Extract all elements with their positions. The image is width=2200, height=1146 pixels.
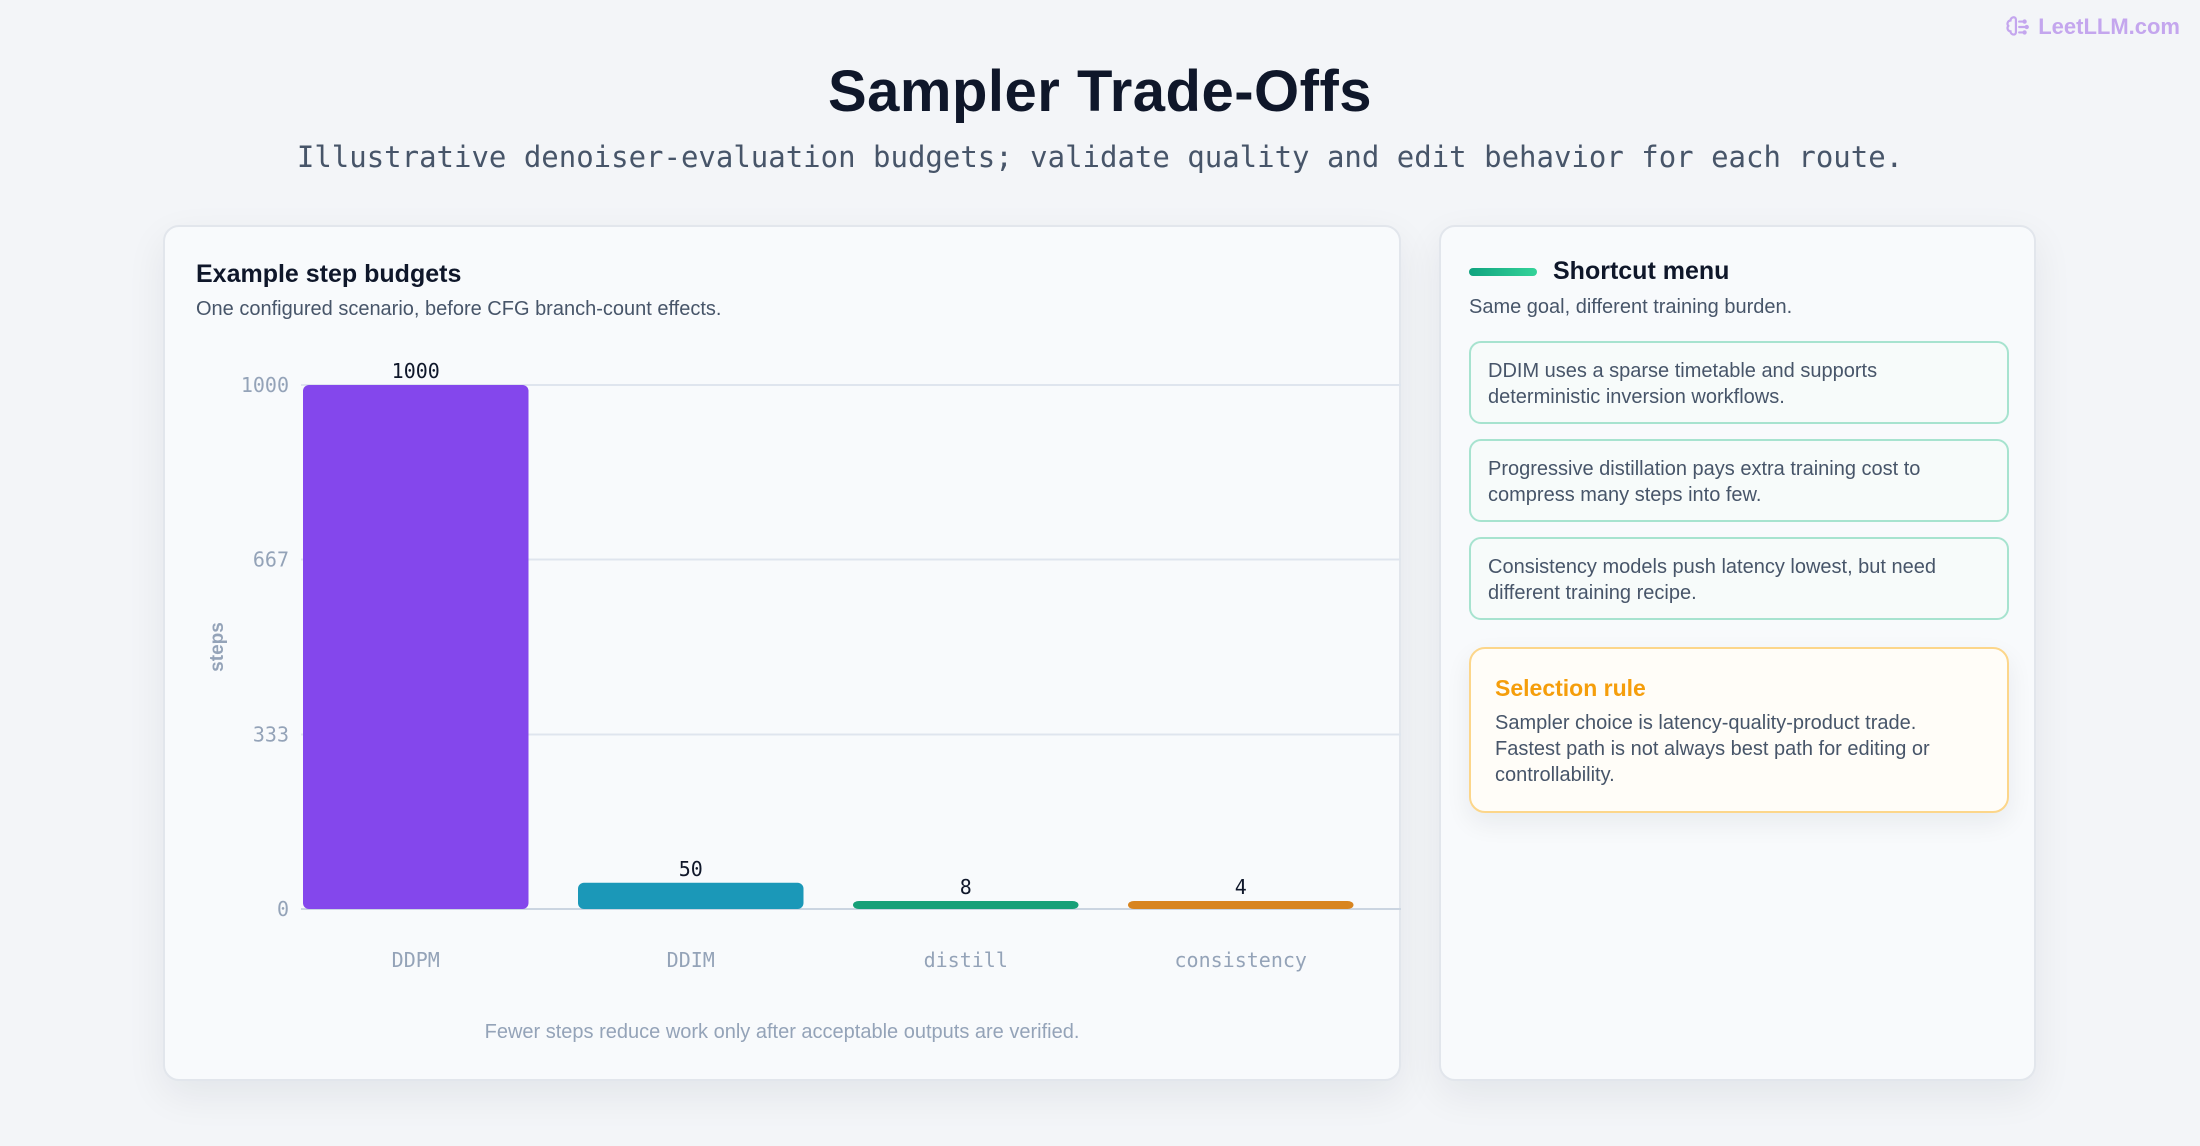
- bar-ddpm: [303, 385, 529, 909]
- y-tick-label: 667: [253, 547, 289, 571]
- shortcut-item-distillation: Progressive distillation pays extra trai…: [1469, 439, 2009, 522]
- chart-card: Example step budgets One configured scen…: [163, 225, 1401, 1081]
- shortcut-menu-header: Shortcut menu: [1469, 257, 1729, 286]
- x-tick-label: DDPM: [392, 948, 440, 972]
- x-tick-label: distill: [924, 948, 1008, 972]
- chart-footnote: Fewer steps reduce work only after accep…: [484, 1021, 1080, 1043]
- selection-rule-title: Selection rule: [1495, 675, 1646, 701]
- brand-text: LeetLLM.com: [2038, 14, 2180, 39]
- bar-ddim: [578, 882, 804, 909]
- selection-rule-body: Sampler choice is latency-quality-produc…: [1495, 712, 1930, 786]
- brand-logo[interactable]: LeetLLM.com: [2004, 14, 2180, 40]
- shortcut-menu-title: Shortcut menu: [1553, 257, 1730, 285]
- bar-chart: 0 333 667 1000 steps 1000 DDPM 50 DDIM 8 distill 4 c…: [207, 359, 1401, 972]
- page-subtitle: Illustrative denoiser-evaluation budgets…: [296, 140, 1904, 174]
- y-tick-label: 0: [277, 897, 289, 921]
- data-label: 50: [679, 857, 703, 881]
- y-axis-label: steps: [207, 622, 228, 672]
- shortcut-item-consistency: Consistency models push latency lowest, …: [1469, 537, 2009, 620]
- chart-card-title: Example step budgets: [196, 260, 462, 288]
- shortcut-menu-subtitle: Same goal, different training burden.: [1469, 296, 1793, 318]
- data-label: 1000: [392, 359, 440, 383]
- x-tick-label: consistency: [1175, 948, 1307, 972]
- shortcut-item-ddim: DDIM uses a sparse timetable and support…: [1469, 341, 2009, 424]
- x-tick-label: DDIM: [667, 948, 715, 972]
- y-tick-label: 333: [253, 723, 289, 747]
- data-label: 8: [960, 875, 972, 899]
- bar-distill: [853, 901, 1079, 909]
- data-label: 4: [1235, 875, 1247, 899]
- brain-icon: [2006, 16, 2030, 36]
- selection-rule-box: Selection rule Sampler choice is latency…: [1469, 647, 2009, 813]
- accent-bar: [1469, 267, 1537, 276]
- page-title: Sampler Trade-Offs: [827, 59, 1373, 124]
- shortcut-menu-card: Shortcut menu Same goal, different train…: [1439, 225, 2036, 1081]
- bar-consistency: [1128, 901, 1354, 909]
- y-tick-label: 1000: [241, 373, 289, 397]
- chart-card-subtitle: One configured scenario, before CFG bran…: [196, 298, 722, 320]
